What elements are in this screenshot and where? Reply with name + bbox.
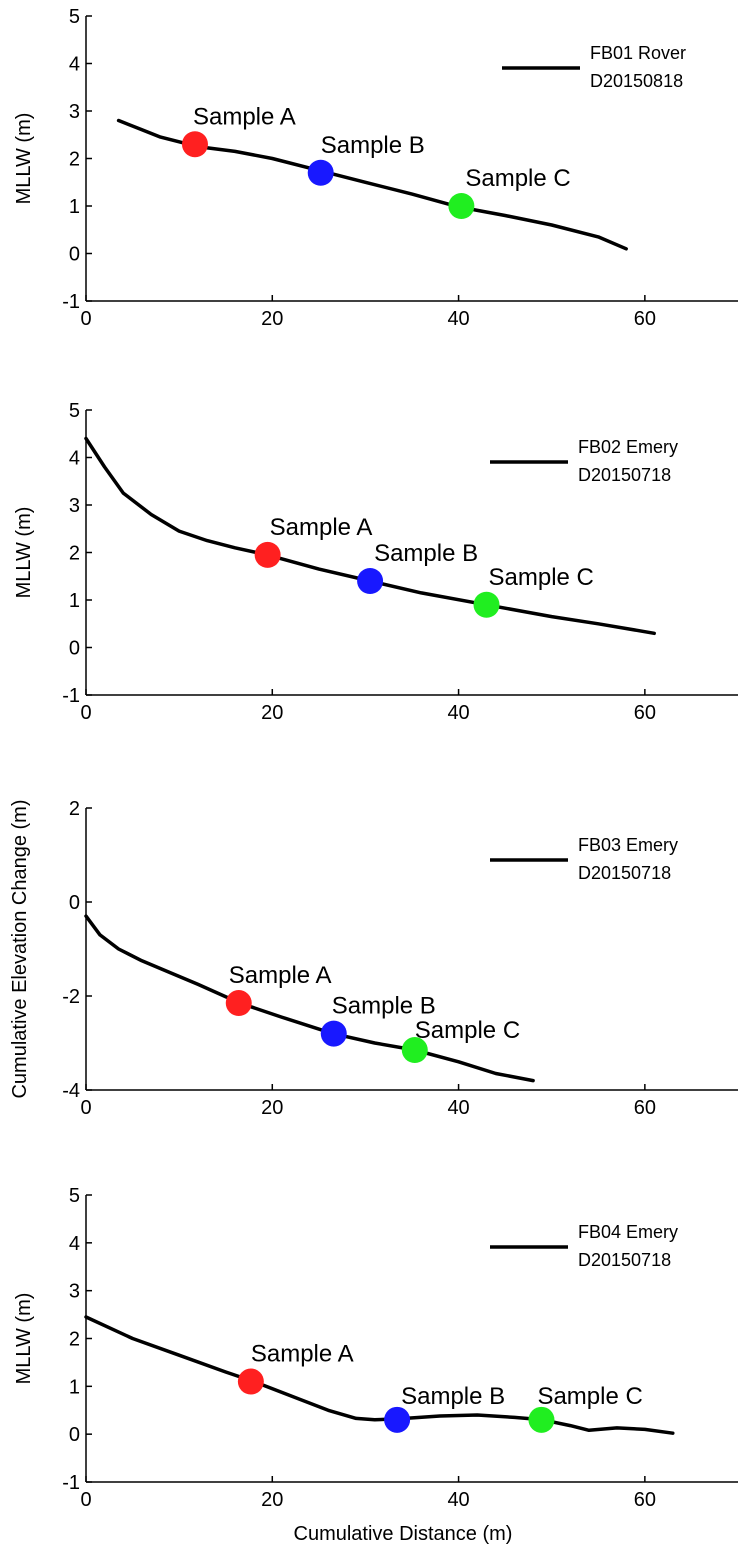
sample-label: Sample B [332, 993, 436, 1020]
x-tick-label: 20 [261, 702, 283, 724]
y-axis-label: Cumulative Elevation Change (m) [9, 799, 31, 1098]
x-tick-label: 0 [80, 1097, 91, 1119]
x-tick-label: 0 [80, 702, 91, 724]
legend-label: D20150718 [578, 863, 671, 883]
sample-marker [384, 1406, 411, 1433]
legend-label: FB02 Emery [578, 437, 678, 457]
y-tick-label: 5 [69, 6, 80, 28]
sample-marker [528, 1406, 555, 1433]
x-tick-label: 20 [261, 1489, 283, 1511]
sample-label: Sample C [489, 564, 594, 591]
y-tick-label: -1 [62, 1472, 80, 1494]
y-tick-label: 4 [69, 54, 80, 76]
y-tick-label: 2 [69, 543, 80, 565]
legend-label: FB01 Rover [590, 43, 686, 63]
sample-marker [254, 541, 281, 568]
y-tick-label: 0 [69, 638, 80, 660]
y-axis-label: MLLW (m) [13, 1293, 35, 1385]
x-tick-label: 60 [634, 1489, 656, 1511]
y-tick-label: -1 [62, 685, 80, 707]
legend-label: D20150718 [578, 465, 671, 485]
x-tick-label: 40 [447, 308, 469, 330]
y-tick-label: 3 [69, 101, 80, 123]
y-tick-label: 2 [69, 149, 80, 171]
y-tick-label: 5 [69, 1185, 80, 1207]
y-tick-label: 5 [69, 400, 80, 422]
profile-series-line [84, 1315, 675, 1435]
sample-marker [181, 131, 208, 158]
y-tick-label: 2 [69, 798, 80, 820]
legend-label: FB04 Emery [578, 1222, 678, 1242]
y-tick-label: -4 [62, 1080, 80, 1102]
sample-label: Sample A [251, 1341, 354, 1368]
sample-marker [473, 591, 500, 618]
y-tick-label: 0 [69, 892, 80, 914]
sample-label: Sample C [537, 1383, 642, 1410]
sample-marker [237, 1368, 264, 1395]
x-tick-label: 60 [634, 1097, 656, 1119]
y-tick-label: 1 [69, 196, 80, 218]
x-tick-label: 0 [80, 308, 91, 330]
x-tick-label: 20 [261, 308, 283, 330]
x-tick-label: 60 [634, 308, 656, 330]
legend-label: D20150718 [578, 1250, 671, 1270]
sample-label: Sample B [401, 1383, 505, 1410]
sample-marker [225, 990, 252, 1017]
y-tick-label: 3 [69, 1281, 80, 1303]
sample-marker [357, 568, 384, 594]
sample-marker [401, 1037, 428, 1064]
y-tick-label: 4 [69, 1233, 80, 1255]
sample-label: Sample A [193, 103, 296, 130]
y-axis-label: MLLW (m) [13, 113, 35, 205]
sample-label: Sample A [270, 514, 373, 541]
x-tick-label: 40 [447, 1097, 469, 1119]
y-tick-label: -2 [62, 986, 80, 1008]
legend-label: D20150818 [590, 71, 683, 91]
legend-label: FB03 Emery [578, 835, 678, 855]
sample-label: Sample C [465, 165, 570, 192]
x-axis-label: Cumulative Distance (m) [294, 1523, 513, 1545]
sample-label: Sample A [229, 962, 332, 989]
x-tick-label: 60 [634, 702, 656, 724]
sample-marker [307, 159, 334, 186]
sample-marker [320, 1020, 347, 1047]
y-tick-label: 3 [69, 495, 80, 517]
x-tick-label: 40 [447, 1489, 469, 1511]
x-tick-label: 40 [447, 702, 469, 724]
y-axis-label: MLLW (m) [13, 507, 35, 599]
y-tick-label: 2 [69, 1329, 80, 1351]
x-tick-label: 20 [261, 1097, 283, 1119]
sample-marker [448, 193, 475, 219]
y-tick-label: 1 [69, 590, 80, 612]
x-tick-label: 0 [80, 1489, 91, 1511]
sample-label: Sample B [374, 540, 478, 567]
y-tick-label: 0 [69, 244, 80, 266]
y-tick-label: 4 [69, 448, 80, 470]
y-tick-label: 0 [69, 1424, 80, 1446]
sample-label: Sample C [415, 1017, 520, 1044]
y-tick-label: -1 [62, 291, 80, 313]
profile-series-line [84, 914, 535, 1083]
y-tick-label: 1 [69, 1376, 80, 1398]
sample-label: Sample B [321, 132, 425, 159]
